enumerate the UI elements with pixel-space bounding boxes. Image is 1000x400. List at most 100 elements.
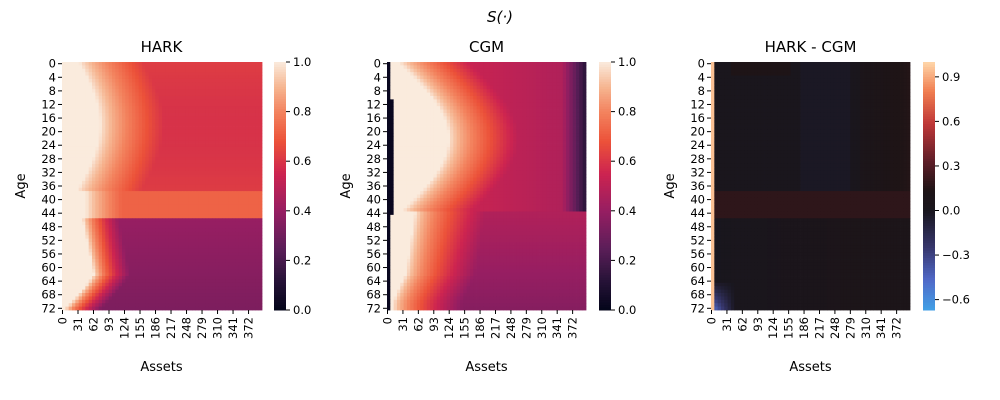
heatmap-cell: [258, 160, 263, 165]
colorbar-segment: [274, 282, 286, 286]
heatmap-cell: [92, 255, 96, 260]
heatmap-cell: [128, 225, 133, 229]
heatmap-cell: [235, 112, 240, 117]
heatmap-cell: [125, 296, 130, 301]
heatmap-cell: [172, 242, 176, 246]
heatmap-cell: [118, 136, 123, 141]
heatmap-cell: [258, 187, 263, 192]
heatmap-cell: [215, 191, 220, 195]
heatmap-cell: [95, 119, 100, 124]
heatmap-cell: [222, 109, 226, 114]
heatmap-cell: [142, 187, 146, 192]
heatmap-cell: [135, 262, 140, 267]
heatmap-cell: [108, 112, 113, 117]
heatmap-cell: [188, 119, 193, 124]
heatmap-cell: [115, 153, 120, 158]
heatmap-cell: [108, 92, 113, 97]
heatmap-cell: [65, 89, 70, 93]
heatmap-cell: [138, 296, 143, 301]
heatmap-cell: [483, 82, 487, 87]
heatmap-cell: [172, 259, 176, 263]
heatmap-cell: [536, 62, 540, 66]
heatmap-cell: [202, 106, 206, 110]
heatmap-cell: [188, 238, 193, 243]
heatmap-cell: [255, 99, 260, 104]
heatmap-cell: [242, 99, 246, 104]
heatmap-cell: [489, 68, 494, 73]
heatmap-cell: [242, 204, 246, 209]
x-tick-label: 31: [71, 317, 85, 332]
heatmap-cell: [142, 221, 146, 226]
heatmap-cell: [168, 303, 173, 308]
heatmap-cell: [238, 112, 243, 117]
heatmap-cell: [208, 235, 213, 240]
heatmap-cell: [105, 89, 110, 93]
heatmap-cell: [529, 72, 534, 76]
heatmap-cell: [205, 286, 210, 291]
heatmap-cell: [426, 72, 431, 76]
heatmap-cell: [225, 133, 230, 138]
heatmap-cell: [258, 293, 263, 297]
heatmap-cell: [542, 75, 547, 80]
heatmap-cell: [105, 218, 110, 223]
heatmap-cell: [115, 78, 120, 83]
heatmap-cell: [122, 259, 126, 263]
heatmap-cell: [258, 143, 263, 148]
heatmap-cell: [215, 201, 220, 206]
heatmap-cell: [390, 62, 395, 66]
heatmap-cell: [258, 184, 263, 189]
heatmap-cell: [112, 65, 116, 70]
heatmap-cell: [92, 157, 96, 161]
heatmap-cell: [245, 160, 250, 165]
colorbar-segment: [274, 84, 286, 88]
heatmap-cell: [248, 72, 253, 76]
heatmap-cell: [88, 78, 93, 83]
heatmap-cell: [202, 197, 206, 202]
heatmap-cell: [85, 109, 90, 114]
heatmap-cell: [135, 95, 140, 100]
heatmap-cell: [245, 129, 250, 134]
heatmap-cell: [152, 163, 156, 168]
heatmap-cell: [175, 99, 180, 104]
heatmap-cell: [135, 259, 140, 263]
heatmap-cell: [202, 221, 206, 226]
heatmap-cell: [182, 174, 186, 178]
heatmap-cell: [118, 221, 123, 226]
heatmap-cell: [132, 225, 136, 229]
heatmap-cell: [128, 286, 133, 291]
heatmap-cell: [225, 89, 230, 93]
heatmap-cell: [145, 208, 150, 212]
heatmap-cell: [138, 238, 143, 243]
heatmap-cell: [516, 78, 521, 83]
heatmap-cell: [85, 163, 90, 168]
heatmap-cell: [85, 150, 90, 155]
heatmap-cell: [579, 68, 584, 73]
heatmap-cell: [118, 143, 123, 148]
heatmap-cell: [195, 129, 200, 134]
heatmap-cell: [188, 62, 193, 66]
heatmap-cell: [172, 289, 176, 294]
heatmap-cell: [122, 160, 126, 165]
heatmap-cell: [112, 293, 116, 297]
heatmap-cell: [188, 153, 193, 158]
heatmap-cell: [208, 299, 213, 304]
heatmap-cell: [228, 153, 233, 158]
heatmap-cell: [112, 282, 116, 287]
heatmap-cell: [252, 231, 256, 236]
heatmap-cell: [225, 184, 230, 189]
heatmap-cell: [145, 276, 150, 280]
heatmap-cell: [242, 245, 246, 250]
heatmap-cell: [205, 140, 210, 144]
heatmap-cell: [208, 153, 213, 158]
heatmap-cell: [198, 146, 203, 151]
heatmap-cell: [158, 194, 163, 199]
heatmap-cell: [128, 191, 133, 195]
heatmap-cell: [118, 289, 123, 294]
heatmap-cell: [148, 119, 153, 124]
heatmap-cell: [155, 167, 160, 172]
heatmap-cell: [85, 245, 90, 250]
heatmap-cell: [135, 85, 140, 90]
heatmap-cell: [222, 303, 226, 308]
heatmap-cell: [88, 259, 93, 263]
heatmap-cell: [208, 62, 213, 66]
